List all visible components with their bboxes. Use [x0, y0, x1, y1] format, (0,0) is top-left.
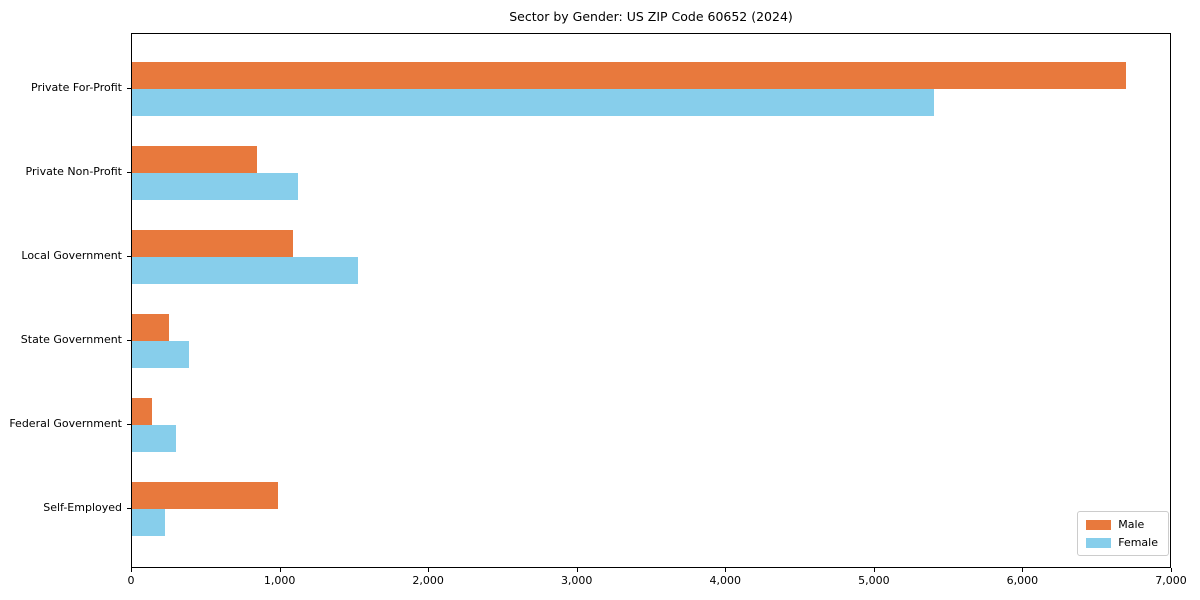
x-tick-label: 2,000 [412, 574, 444, 587]
y-tick-label: Local Government [21, 249, 122, 262]
x-tick-label: 4,000 [709, 574, 742, 587]
x-tick-label: 6,000 [1006, 574, 1039, 587]
y-tick-label: Self-Employed [43, 501, 122, 514]
y-tick-label: Federal Government [9, 417, 122, 430]
x-tick-label: 0 [127, 574, 135, 587]
y-tick-mark [127, 88, 131, 89]
bar-female-4 [132, 425, 176, 452]
legend-label-male: Male [1118, 518, 1145, 531]
plot-area [131, 33, 1171, 568]
x-tick-mark [576, 568, 578, 572]
x-tick-mark [279, 568, 281, 572]
female-legend-swatch [1086, 537, 1112, 548]
legend-row-female: Female [1086, 536, 1158, 549]
legend-row-male: Male [1086, 518, 1158, 531]
x-tick-label: 5,000 [858, 574, 890, 587]
bar-female-2 [132, 257, 358, 284]
x-tick-mark [428, 568, 430, 572]
y-tick-label: Private Non-Profit [25, 165, 122, 178]
x-tick-mark [1022, 568, 1024, 572]
bar-male-1 [132, 146, 257, 173]
bar-female-3 [132, 341, 190, 368]
male-legend-swatch [1086, 519, 1112, 530]
y-tick-mark [127, 256, 131, 257]
y-tick-mark [127, 424, 131, 425]
y-tick-label: State Government [20, 333, 122, 346]
bar-female-1 [132, 173, 299, 200]
y-tick-mark [127, 340, 131, 341]
bar-female-0 [132, 89, 935, 116]
bar-female-5 [132, 509, 165, 536]
bar-male-2 [132, 230, 293, 257]
legend: Male Female [1077, 511, 1169, 556]
y-tick-mark [127, 508, 131, 509]
chart-title: Sector by Gender: US ZIP Code 60652 (202… [509, 9, 793, 24]
x-tick-mark [1171, 568, 1172, 572]
y-tick-label: Private For-Profit [31, 81, 122, 94]
bar-male-0 [132, 62, 1126, 89]
x-tick-mark [725, 568, 727, 572]
x-tick-label: 7,000 [1155, 574, 1187, 587]
legend-label-female: Female [1118, 536, 1158, 549]
bar-male-5 [132, 482, 279, 509]
x-tick-mark [873, 568, 875, 572]
y-tick-mark [127, 172, 131, 173]
bar-male-4 [132, 398, 153, 425]
bar-male-3 [132, 314, 170, 341]
x-tick-label: 1,000 [263, 574, 296, 587]
x-tick-mark [131, 568, 132, 572]
x-tick-label: 3,000 [560, 574, 593, 587]
